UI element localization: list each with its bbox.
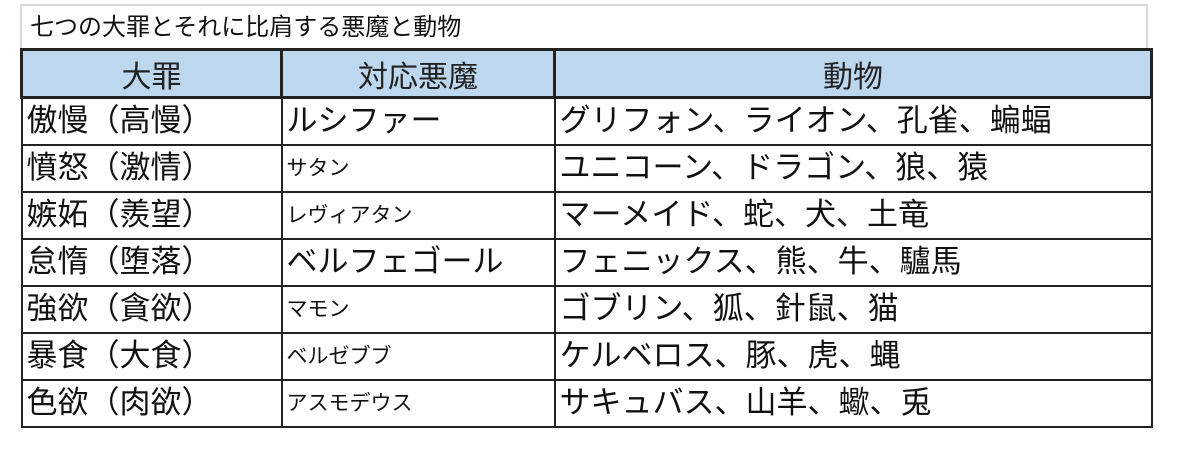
demon-cell: マモン — [280, 285, 556, 334]
table-row: 憤怒（激情） サタン ユニコーン、ドラゴン、狼、猿 — [20, 144, 1153, 193]
sin-cell: 強欲（貪欲） — [20, 285, 283, 334]
sin-cell: 怠惰（堕落） — [20, 238, 283, 287]
demon-cell: サタン — [280, 144, 556, 193]
animals-cell: フェニックス、熊、牛、驢馬 — [553, 238, 1153, 287]
table-row: 傲慢（高慢） ルシファー グリフォン、ライオン、孔雀、蝙蝠 — [20, 96, 1153, 146]
sin-cell: 嫉妬（羨望） — [20, 191, 283, 240]
column-header-animals: 動物 — [553, 48, 1153, 99]
demon-cell: ベルゼブブ — [280, 332, 556, 381]
demon-cell: アスモデウス — [280, 379, 556, 428]
column-header-sin: 大罪 — [20, 48, 283, 99]
demon-cell: レヴィアタン — [280, 191, 556, 240]
table-row: 強欲（貪欲） マモン ゴブリン、狐、針鼠、猫 — [20, 285, 1153, 334]
sin-cell: 傲慢（高慢） — [20, 96, 283, 146]
table-row: 嫉妬（羨望） レヴィアタン マーメイド、蛇、犬、土竜 — [20, 191, 1153, 240]
sin-cell: 暴食（大食） — [20, 332, 283, 381]
column-header-demon: 対応悪魔 — [280, 48, 556, 99]
animals-cell: サキュバス、山羊、蠍、兎 — [553, 379, 1153, 428]
sin-cell: 色欲（肉欲） — [20, 379, 283, 428]
table-title: 七つの大罪とそれに比肩する悪魔と動物 — [20, 4, 1148, 48]
table-row: 怠惰（堕落） ベルフェゴール フェニックス、熊、牛、驢馬 — [20, 238, 1153, 287]
sin-cell: 憤怒（激情） — [20, 144, 283, 193]
animals-cell: ケルベロス、豚、虎、蝿 — [553, 332, 1153, 381]
header-row: 大罪 対応悪魔 動物 — [20, 48, 1153, 99]
animals-cell: マーメイド、蛇、犬、土竜 — [553, 191, 1153, 240]
animals-cell: ゴブリン、狐、針鼠、猫 — [553, 285, 1153, 334]
table-row: 色欲（肉欲） アスモデウス サキュバス、山羊、蠍、兎 — [20, 379, 1153, 428]
demon-cell: ベルフェゴール — [280, 238, 556, 287]
animals-cell: ユニコーン、ドラゴン、狼、猿 — [553, 144, 1153, 193]
demon-cell: ルシファー — [280, 96, 556, 146]
sins-table: 大罪 対応悪魔 動物 傲慢（高慢） ルシファー グリフォン、ライオン、孔雀、蝙蝠 憤… — [20, 48, 1153, 428]
table-row: 暴食（大食） ベルゼブブ ケルベロス、豚、虎、蝿 — [20, 332, 1153, 381]
animals-cell: グリフォン、ライオン、孔雀、蝙蝠 — [553, 96, 1153, 146]
